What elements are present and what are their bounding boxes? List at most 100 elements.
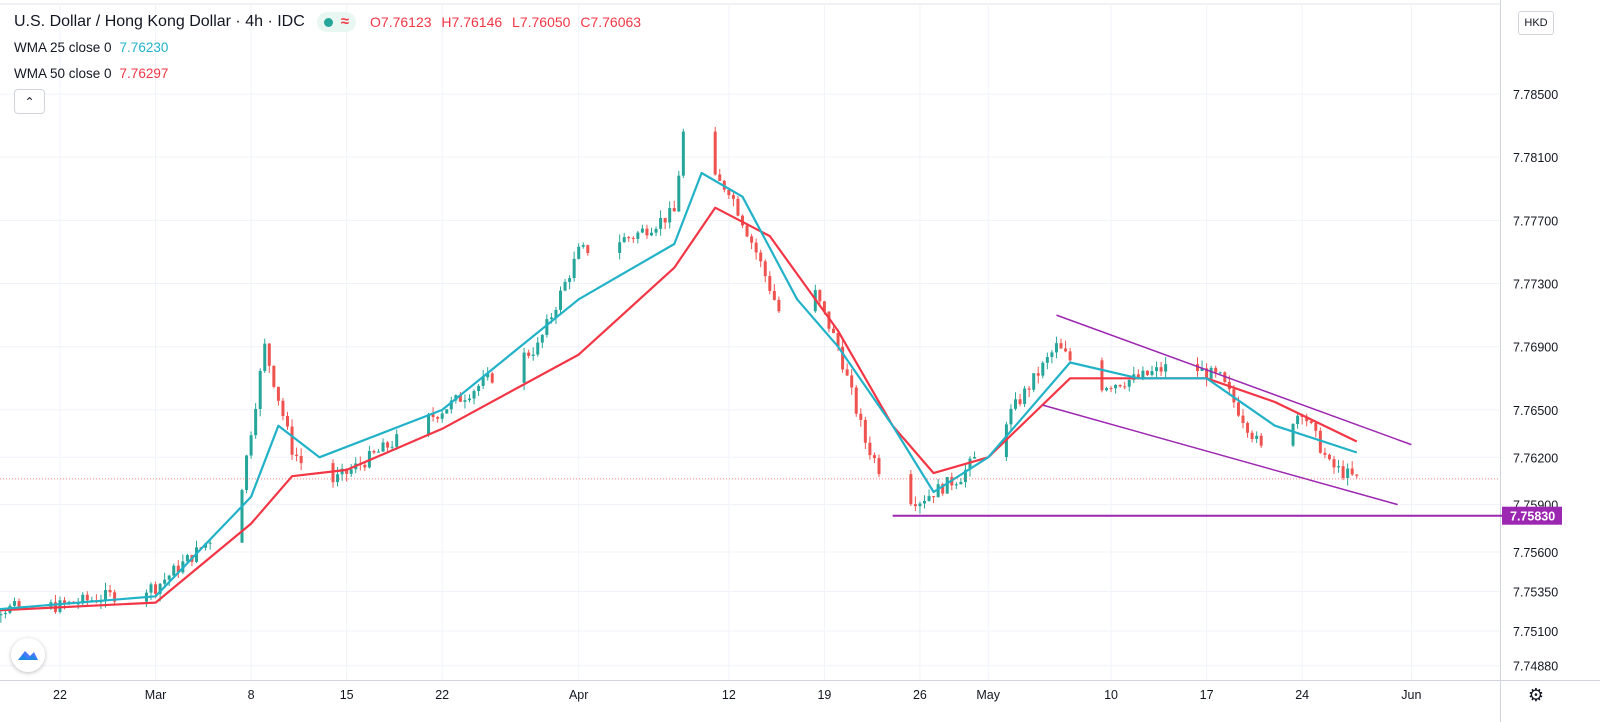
candle: [1118, 384, 1122, 388]
time-tick-label: Apr: [569, 688, 588, 702]
chart-legend: U.S. Dollar / Hong Kong Dollar · 4h · ID…: [14, 12, 641, 84]
candle-body: [663, 217, 667, 223]
study-wma25[interactable]: WMA 25 close 0 7.76230: [14, 38, 641, 58]
candle: [1332, 455, 1336, 474]
candle: [290, 419, 294, 460]
trendline-channel-lower: [1042, 404, 1398, 506]
study-wma25-value: 7.76230: [119, 40, 169, 55]
candle-body: [659, 217, 663, 229]
candle-body: [490, 373, 494, 383]
candle-body: [449, 400, 453, 410]
candle: [713, 126, 717, 176]
candle-body: [618, 242, 622, 253]
candle-body: [1150, 371, 1154, 376]
candle: [841, 340, 845, 373]
candle: [381, 438, 385, 452]
candle-body: [1241, 415, 1245, 423]
candle-body: [936, 484, 940, 498]
market-status-pill[interactable]: ≈: [316, 12, 357, 32]
currency-button[interactable]: HKD: [1518, 11, 1554, 35]
candle-body: [176, 565, 180, 573]
candle: [104, 582, 107, 608]
time-axis: 22 Mar 8 15 22 Apr 12 19 26 May 10 17 24 Jun: [53, 688, 1421, 702]
candle-body: [1337, 466, 1341, 468]
price-tick-label: 7.77700: [1513, 214, 1558, 228]
candle-body: [1214, 367, 1218, 373]
candle-body: [645, 228, 649, 236]
candle: [1114, 384, 1118, 394]
candle: [540, 333, 544, 349]
candle-body: [468, 398, 471, 401]
candle: [772, 284, 776, 301]
candle: [258, 368, 262, 417]
candle: [1009, 404, 1013, 431]
time-tick-label: 26: [913, 688, 927, 702]
candle-body: [1059, 343, 1063, 349]
tradingview-logo[interactable]: [11, 638, 45, 672]
candle-body: [1250, 432, 1254, 439]
candle-body: [345, 468, 349, 474]
collapse-legend-button[interactable]: ⌃: [14, 89, 45, 114]
candle: [568, 275, 572, 290]
settings-gear-icon[interactable]: ⚙: [1527, 684, 1545, 705]
candle-body: [554, 309, 558, 318]
candle-body: [58, 600, 62, 612]
candle-body: [1105, 388, 1108, 391]
candle: [1027, 386, 1031, 398]
time-tick-label: 22: [435, 688, 449, 702]
logo-icon: [18, 651, 38, 660]
candle: [1246, 421, 1250, 438]
candle: [559, 286, 562, 315]
candle-body: [677, 175, 681, 212]
candle-body: [1291, 424, 1295, 446]
candle: [1337, 459, 1341, 473]
candle: [1045, 352, 1049, 370]
candle: [449, 396, 453, 414]
time-tick-label: 19: [817, 688, 831, 702]
candle: [563, 278, 567, 292]
candle: [654, 226, 658, 237]
candle-body: [945, 477, 949, 494]
candle: [1255, 431, 1259, 444]
candle-body: [1036, 373, 1040, 376]
candle: [645, 224, 649, 239]
candle-body: [954, 484, 958, 486]
candle: [636, 230, 640, 244]
candle-body: [1023, 388, 1027, 404]
candle-body: [1109, 388, 1113, 390]
symbol-title[interactable]: U.S. Dollar / Hong Kong Dollar · 4h · ID…: [14, 13, 305, 30]
candle: [923, 495, 926, 509]
candle-body: [941, 484, 945, 494]
candle-body: [1209, 367, 1213, 379]
candle: [973, 451, 977, 459]
candle: [1068, 347, 1072, 364]
candle: [472, 389, 476, 405]
candle: [554, 306, 558, 324]
candle-body: [13, 601, 16, 606]
candle-body: [836, 332, 840, 347]
candle: [672, 200, 676, 212]
time-tick-label: Jun: [1401, 688, 1421, 702]
candle: [863, 416, 867, 449]
candle-body: [377, 451, 380, 453]
candle-body: [1032, 373, 1036, 390]
study-wma50[interactable]: WMA 50 close 0 7.76297: [14, 64, 641, 84]
candle-body: [754, 242, 758, 253]
candle-body: [363, 464, 367, 468]
candle-body: [1045, 356, 1049, 363]
candle: [377, 449, 380, 453]
candle-body: [1064, 348, 1068, 352]
candle-body: [527, 352, 531, 356]
candle-body: [1050, 352, 1054, 357]
candle: [1296, 413, 1300, 429]
candle-body: [854, 387, 858, 414]
wma25-line: [0, 171, 1358, 611]
candle-body: [913, 504, 917, 507]
candle-body: [76, 603, 80, 605]
candle-body: [1100, 360, 1104, 391]
candle-body: [631, 237, 635, 239]
candle: [750, 233, 754, 250]
candle: [818, 289, 822, 305]
trendline-channel-upper: [1056, 314, 1412, 446]
